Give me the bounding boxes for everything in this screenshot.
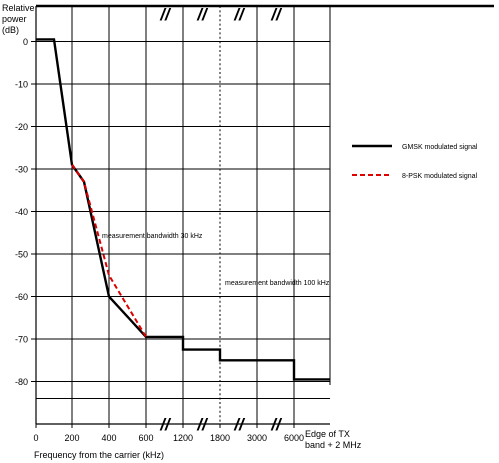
y-tick-label: -30 bbox=[15, 165, 28, 175]
y-axis-title-line: Relative bbox=[2, 3, 35, 13]
y-axis-title-line: power bbox=[2, 14, 27, 24]
x-tick-label: 1200 bbox=[173, 433, 193, 443]
axis-break-mark: // bbox=[196, 5, 209, 24]
y-tick-label: 0 bbox=[23, 37, 28, 47]
annotation-100khz: measurement bandwidth 100 kHz bbox=[225, 280, 330, 287]
axis-break-mark: // bbox=[270, 415, 283, 434]
axis-break-mark: // bbox=[196, 415, 209, 434]
axis-breaks: // // // // // // // // bbox=[159, 5, 283, 434]
x-edge-label-line: Edge of TX bbox=[305, 429, 350, 439]
y-axis-title-line: (dB) bbox=[2, 25, 19, 35]
y-tick-label: -10 bbox=[15, 80, 28, 90]
legend-label-8psk: 8-PSK modulated signal bbox=[402, 173, 478, 180]
y-tick-label: -70 bbox=[15, 335, 28, 345]
axis-break-mark: // bbox=[270, 5, 283, 24]
series-lines bbox=[36, 38, 330, 381]
grid bbox=[31, 4, 494, 428]
x-axis-title: Frequency from the carrier (kHz) bbox=[34, 450, 164, 460]
x-tick-label: 400 bbox=[101, 433, 116, 443]
axis-break-mark: // bbox=[233, 5, 246, 24]
x-tick-label: 600 bbox=[138, 433, 153, 443]
y-tick-label: -80 bbox=[15, 377, 28, 387]
y-tick-label: -50 bbox=[15, 250, 28, 260]
axis-break-mark: // bbox=[159, 5, 172, 24]
x-tick-label: 1800 bbox=[210, 433, 230, 443]
y-tick-label: -40 bbox=[15, 207, 28, 217]
x-edge-label-line: band + 2 MHz bbox=[305, 440, 362, 450]
y-tick-label: -60 bbox=[15, 292, 28, 302]
legend: GMSK modulated signal 8-PSK modulated sig… bbox=[352, 144, 478, 180]
x-tick-label: 0 bbox=[33, 433, 38, 443]
x-tick-label: 200 bbox=[64, 433, 79, 443]
legend-label-gmsk: GMSK modulated signal bbox=[402, 144, 478, 151]
axis-break-mark: // bbox=[159, 415, 172, 434]
axis-break-mark: // bbox=[233, 415, 246, 434]
annotation-30khz: measurement bandwidth 30 kHz bbox=[102, 233, 203, 240]
x-tick-label: 3000 bbox=[247, 433, 267, 443]
x-tick-label: 6000 bbox=[284, 433, 304, 443]
y-tick-label: -20 bbox=[15, 122, 28, 132]
series-line-8psk bbox=[71, 164, 147, 338]
